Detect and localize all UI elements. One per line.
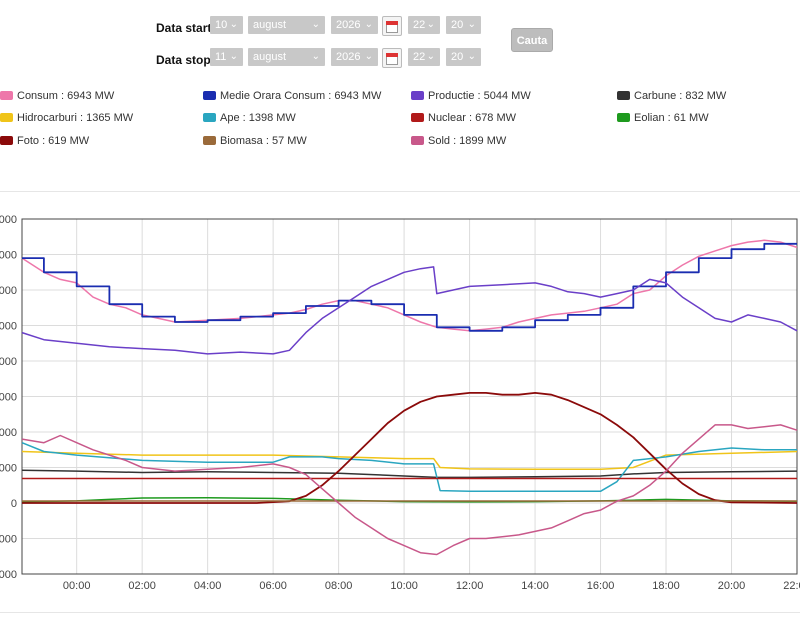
legend-swatch [0,136,13,145]
power-chart: -2000 -1000 0 1000 2000 3000 4000 5000 6000 7000 8… [0,214,800,592]
y-tick-label: 0 [11,498,17,510]
stop-day-select[interactable]: 11 ⌄ [210,48,243,66]
y-tick-label: 3000 [0,392,17,404]
series-line-ape [21,442,797,493]
legend-swatch [617,91,630,100]
series-line-productie [21,266,798,355]
series-line-consum [21,239,798,332]
legend-swatch [203,91,216,100]
chevron-down-icon: ⌄ [311,51,320,62]
legend-item-carbune[interactable]: Carbune : 832 MW [617,90,726,102]
legend-item-foto[interactable]: Foto : 619 MW [0,135,89,147]
chevron-down-icon: ⌄ [426,51,435,62]
x-tick-label: 18:00 [652,580,680,592]
series-line-medie-orara-consum [22,242,797,332]
start-minute-select[interactable]: 20 ⌄ [446,16,481,34]
start-calendar-icon[interactable] [382,16,402,36]
chart-panel: -2000 -1000 0 1000 2000 3000 4000 5000 6000 7000 8… [0,191,800,613]
x-tick-label: 02:00 [128,580,156,592]
y-tick-label: -2000 [0,569,17,581]
x-tick-label: 04:00 [194,580,222,592]
chevron-down-icon: ⌄ [229,51,238,62]
legend-swatch [0,91,13,100]
chevron-down-icon: ⌄ [467,19,476,30]
legend-item-sold[interactable]: Sold : 1899 MW [411,135,506,147]
stop-hour-select[interactable]: 22 ⌄ [408,48,440,66]
x-tick-label: 20:00 [718,580,746,592]
x-tick-label: 16:00 [587,580,615,592]
legend-swatch [203,113,216,122]
series-line-sold [21,424,798,556]
chevron-down-icon: ⌄ [229,19,238,30]
legend-item-biomasa[interactable]: Biomasa : 57 MW [203,135,307,147]
y-tick-label: 2000 [0,427,17,439]
legend-item-consum[interactable]: Consum : 6943 MW [0,90,114,102]
series-line-foto [22,391,798,504]
legend-item-hidrocarburi[interactable]: Hidrocarburi : 1365 MW [0,112,133,124]
x-tick-label: 00:00 [63,580,91,592]
y-tick-label: 8000 [0,214,17,226]
y-tick-label: 6000 [0,285,17,297]
x-tick-label: 12:00 [456,580,484,592]
legend-item-ape[interactable]: Ape : 1398 MW [203,112,296,124]
x-tick-label: 22:00 [783,580,800,592]
x-tick-label: 08:00 [325,580,353,592]
start-label: Data start [156,21,212,35]
series-line-carbune [21,469,798,479]
start-day-select[interactable]: 10 ⌄ [210,16,243,34]
x-tick-label: 06:00 [259,580,287,592]
legend-swatch [411,136,424,145]
y-tick-label: 5000 [0,321,17,333]
legend-item-eolian[interactable]: Eolian : 61 MW [617,112,709,124]
search-button[interactable]: Cauta [511,28,553,52]
chevron-down-icon: ⌄ [426,19,435,30]
chevron-down-icon: ⌄ [311,19,320,30]
y-tick-label: 7000 [0,250,17,262]
legend-swatch [411,91,424,100]
chevron-down-icon: ⌄ [467,51,476,62]
date-form: Data start 10 ⌄ august ⌄ 2026 ⌄ 22 ⌄ 20 ⌄ Dat… [0,0,800,80]
start-hour-select[interactable]: 22 ⌄ [408,16,440,34]
legend-item-nuclear[interactable]: Nuclear : 678 MW [411,112,516,124]
stop-label: Data stop [156,53,211,67]
start-month-select[interactable]: august ⌄ [248,16,325,34]
stop-year-select[interactable]: 2026 ⌄ [331,48,378,66]
chevron-down-icon: ⌄ [364,19,373,30]
legend-item-medie-orara[interactable]: Medie Orara Consum : 6943 MW [203,90,381,102]
x-tick-label: 10:00 [390,580,418,592]
legend-swatch [617,113,630,122]
start-year-select[interactable]: 2026 ⌄ [331,16,378,34]
legend-swatch [411,113,424,122]
plot-frame [21,218,798,575]
y-tick-label: -1000 [0,534,17,546]
series-line-hidrocarburi [21,450,798,471]
legend-swatch [0,113,13,122]
stop-month-select[interactable]: august ⌄ [248,48,325,66]
stop-calendar-icon[interactable] [382,48,402,68]
stop-minute-select[interactable]: 20 ⌄ [446,48,481,66]
legend-item-productie[interactable]: Productie : 5044 MW [411,90,531,102]
y-tick-label: 4000 [0,356,17,368]
legend-swatch [203,136,216,145]
y-tick-label: 1000 [0,463,17,475]
x-tick-label: 14:00 [521,580,549,592]
chevron-down-icon: ⌄ [364,51,373,62]
